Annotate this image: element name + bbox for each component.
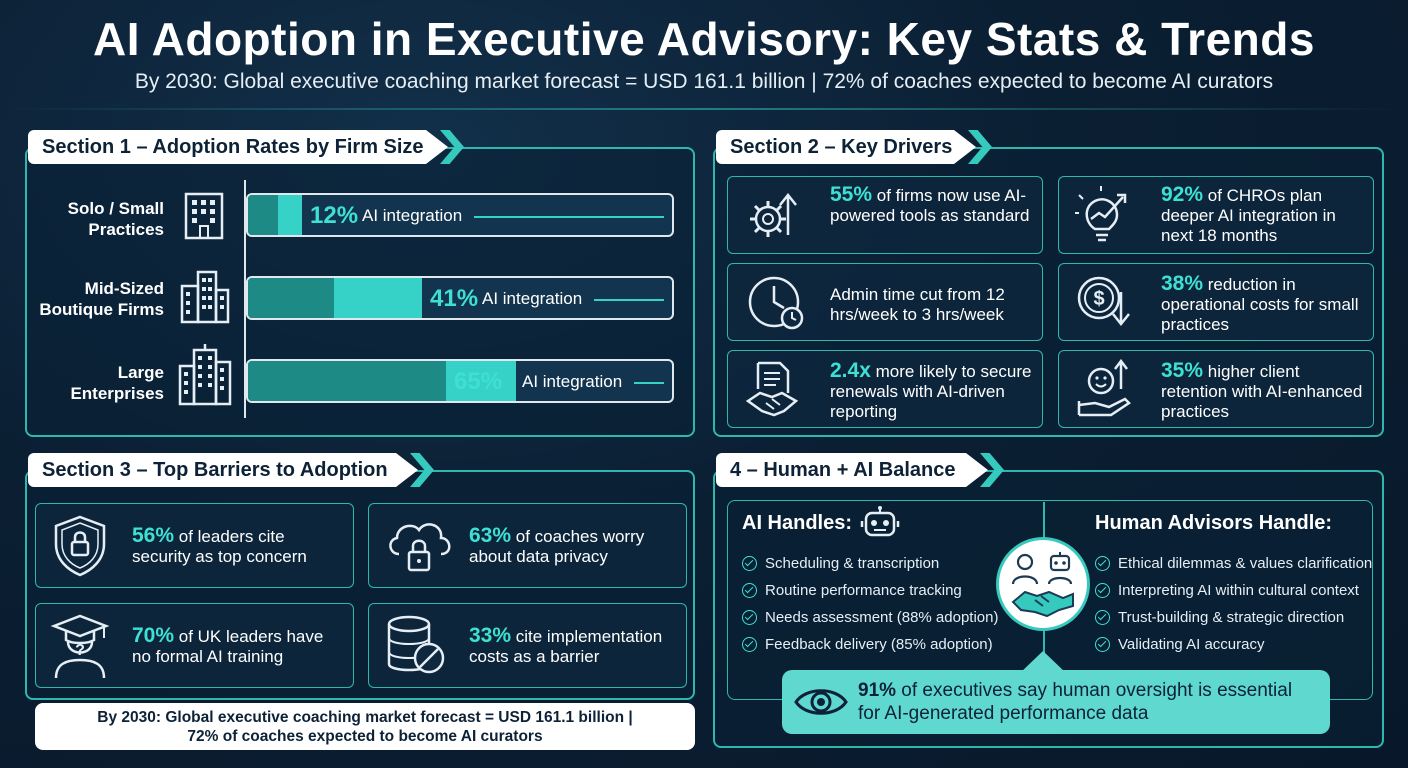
bar-label: AI integration [362,206,463,225]
barrier-text: 70% of UK leaders have no formal AI trai… [132,624,324,666]
driver-text: 38% reduction in operational costs for s… [1161,272,1359,334]
human-item: Ethical dilemmas & values clarification [1095,555,1372,572]
adoption-bar-large: 65% AI integration [246,359,674,403]
callout-pointer [1020,651,1066,673]
bar-fill-highlight [334,278,422,318]
check-icon [1095,556,1110,571]
bar-label: AI integration [482,289,583,308]
bar-percent: 12% [310,202,359,229]
check-icon [1095,583,1110,598]
bar-line [474,216,664,218]
database-slash-icon [387,615,445,674]
ai-handles-heading: AI Handles: [742,512,853,534]
firm-label-large: Large Enterprises [70,363,164,403]
section1-tab: Section 1 – Adoption Rates by Firm Size [28,130,448,164]
driver-card-6: 35% higher client retention with AI-enha… [1058,350,1374,428]
check-icon [742,637,757,652]
forecast-footer: By 2030: Global executive coaching marke… [35,703,695,750]
page-subtitle: By 2030: Global executive coaching marke… [134,70,1274,93]
oversight-callout: 91% of executives say human oversight is… [782,670,1330,734]
bar-line [594,299,664,301]
driver-card-5: 2.4x more likely to secure renewals with… [727,350,1043,428]
check-icon [1095,637,1110,652]
human-item: Interpreting AI within cultural context [1095,582,1359,599]
driver-card-2: 92% of CHROs plan deeper AI integration … [1058,176,1374,254]
lightbulb-growth-icon [1075,186,1127,242]
bar-percent: 65% [454,368,503,395]
bar-line [634,382,664,384]
svg-text:?: ? [75,642,85,659]
hand-smile-icon [1077,359,1131,417]
large-building-icon [178,344,232,406]
check-icon [1095,610,1110,625]
firm-label-mid: Mid-Sized Boutique Firms [39,279,164,319]
bar-fill-highlight [278,195,302,235]
barrier-card-2: 63% of coaches worry about data privacy [368,503,687,588]
driver-text: 55% of firms now use AI-powered tools as… [830,183,1030,225]
shield-lock-icon [54,515,106,577]
human-ai-handshake-icon [1011,552,1074,618]
barrier-text: 63% of coaches worry about data privacy [469,524,645,566]
page-title: AI Adoption in Executive Advisory: Key S… [93,13,1315,65]
clock-icon [748,276,804,330]
bar-label: AI integration [522,372,623,391]
dollar-down-icon: $ [1077,276,1130,327]
barrier-card-4: 33% cite implementation costs as a barri… [368,603,687,688]
cloud-lock-icon [389,523,451,572]
small-building-icon [184,192,224,240]
document-handshake-icon [745,361,799,417]
driver-card-3: Admin time cut from 12 hrs/week to 3 hrs… [727,263,1043,341]
driver-text: 35% higher client retention with AI-enha… [1161,359,1363,421]
barrier-text: 56% of leaders cite security as top conc… [132,524,307,566]
ai-item: Feedback delivery (85% adoption) [742,636,993,653]
firm-label-small: Solo / Small Practices [67,199,164,239]
bar-fill-highlight [446,361,516,401]
eye-icon [794,689,848,715]
human-handles-heading: Human Advisors Handle: [1095,512,1333,534]
bar-fill [248,361,446,401]
bar-fill [248,278,334,318]
barrier-card-3: ? 70% of UK leaders have no formal AI tr… [35,603,354,688]
driver-text: 92% of CHROs plan deeper AI integration … [1161,183,1336,245]
driver-card-1: 55% of firms now use AI-powered tools as… [727,176,1043,254]
bar-axis [244,180,246,418]
driver-card-4: $ 38% reduction in operational costs for… [1058,263,1374,341]
robot-icon [860,506,900,537]
gear-arrow-icon [750,192,797,237]
check-icon [742,583,757,598]
bar-fill [248,195,278,235]
ai-item: Scheduling & transcription [742,555,939,572]
adoption-bar-small: 12% AI integration [246,193,674,237]
header-divider [0,108,1408,110]
graduate-question-icon: ? [50,614,110,679]
human-item: Trust-building & strategic direction [1095,609,1344,626]
ai-item: Routine performance tracking [742,582,962,599]
human-item: Validating AI accuracy [1095,636,1264,653]
driver-text: Admin time cut from 12 hrs/week to 3 hrs… [830,285,1005,324]
section4-tab: 4 – Human + AI Balance [716,453,988,487]
section3-tab: Section 3 – Top Barriers to Adoption [28,453,418,487]
svg-text:$: $ [1093,288,1104,310]
barrier-text: 33% cite implementation costs as a barri… [469,624,663,666]
ai-item: Needs assessment (88% adoption) [742,609,998,626]
check-icon [742,610,757,625]
callout-text: 91% of executives say human oversight is… [858,680,1293,724]
check-icon [742,556,757,571]
driver-text: 2.4x more likely to secure renewals with… [830,359,1032,421]
adoption-bar-mid: 41% AI integration [246,276,674,320]
mid-building-icon [180,270,230,324]
barrier-card-1: 56% of leaders cite security as top conc… [35,503,354,588]
bar-percent: 41% [430,285,479,312]
section2-tab: Section 2 – Key Drivers [716,130,976,164]
human-ai-circle [996,537,1090,631]
